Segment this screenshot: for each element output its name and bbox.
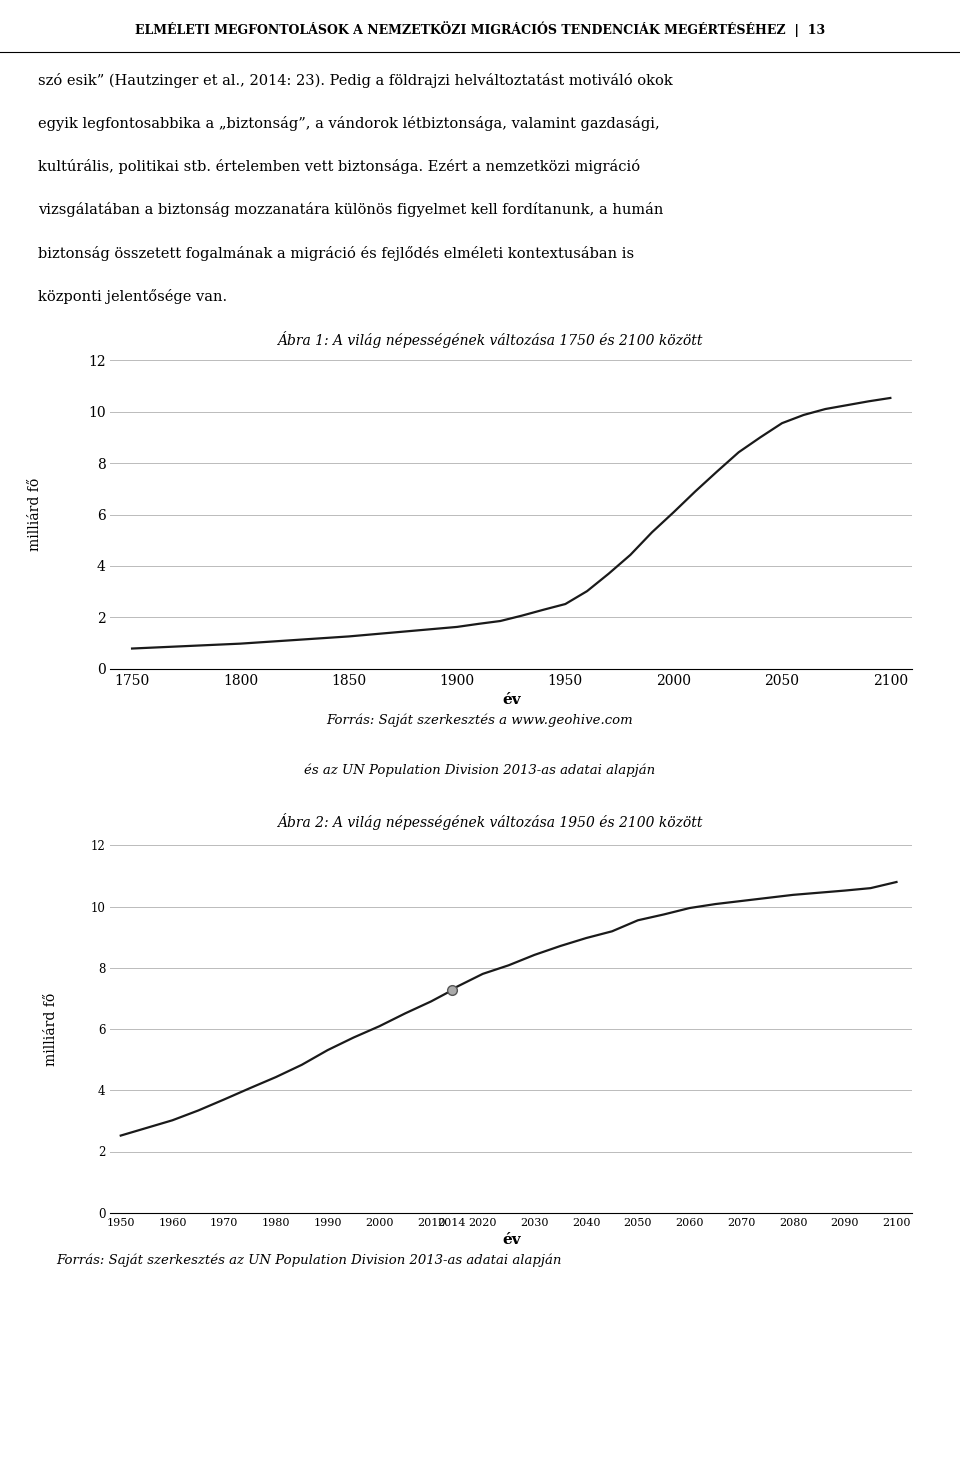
Text: Ábra 1: A világ népességének változása 1750 és 2100 között: Ábra 1: A világ népességének változása 1… [276,331,703,348]
Y-axis label: milliárd fő: milliárd fő [44,992,59,1066]
Text: Forrás: Saját szerkesztés a www.geohive.com: Forrás: Saját szerkesztés a www.geohive.… [326,713,634,726]
Text: Ábra 2: A világ népességének változása 1950 és 2100 között: Ábra 2: A világ népességének változása 1… [276,813,703,831]
Text: ELMÉLETI MEGFONTOLÁSOK A NEMZETKÖZI MIGRÁCIÓS TENDENCIÁK MEGÉRTÉSÉHEZ  |  13: ELMÉLETI MEGFONTOLÁSOK A NEMZETKÖZI MIGR… [135,21,825,37]
Text: Forrás: Saját szerkesztés az UN Population Division 2013-as adatai alapján: Forrás: Saját szerkesztés az UN Populati… [56,1252,562,1267]
Text: kultúrális, politikai stb. értelemben vett biztonsága. Ezért a nemzetközi migrác: kultúrális, politikai stb. értelemben ve… [38,159,640,175]
X-axis label: év: év [502,694,520,707]
Text: szó esik” (Hautzinger et al., 2014: 23). Pedig a földrajzi helváltoztatást motiv: szó esik” (Hautzinger et al., 2014: 23).… [38,74,673,88]
X-axis label: év: év [502,1233,520,1247]
Y-axis label: milliárd fő: milliárd fő [28,478,42,551]
Text: vizsgálatában a biztonság mozzanatára különös figyelmet kell fordítanunk, a humá: vizsgálatában a biztonság mozzanatára kü… [38,203,663,218]
Text: biztonság összetett fogalmának a migráció és fejlődés elméleti kontextusában is: biztonság összetett fogalmának a migráci… [38,245,635,260]
Text: egyik legfontosabbika a „biztonság”, a vándorok létbiztonsága, valamint gazdaság: egyik legfontosabbika a „biztonság”, a v… [38,116,660,131]
Text: központi jelentősége van.: központi jelentősége van. [38,288,228,304]
Text: és az UN Population Division 2013-as adatai alapján: és az UN Population Division 2013-as ada… [304,763,656,776]
